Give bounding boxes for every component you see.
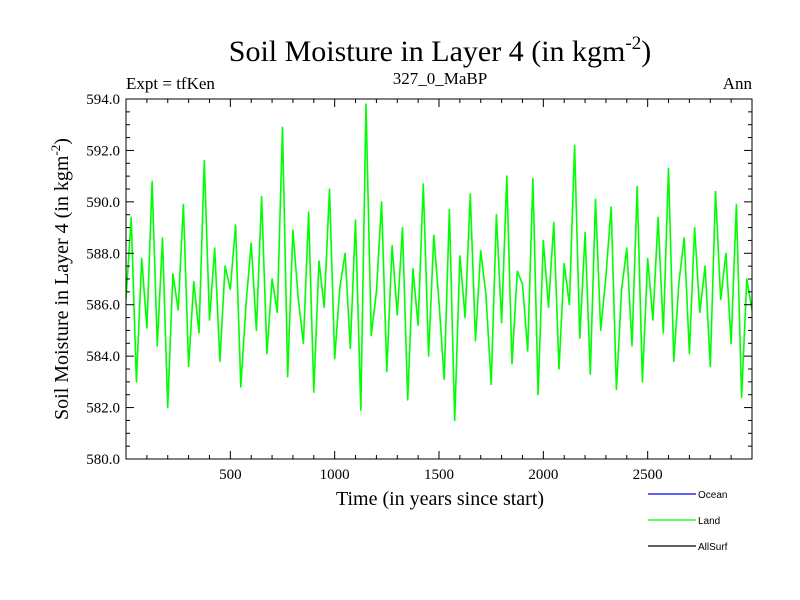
y-tick-label: 580.0 bbox=[86, 452, 120, 468]
y-axis: 580.0 582.0 584.0 586.0 588.0 590.0 592.0 594.0 bbox=[86, 92, 752, 468]
legend: Ocean Land AllSurf bbox=[648, 490, 728, 553]
y-tick-label: 594.0 bbox=[86, 92, 120, 108]
y-axis-label: Soil Moisture in Layer 4 (in kgm-2) bbox=[48, 138, 73, 420]
series-line-land bbox=[126, 103, 752, 422]
y-tick-label: 588.0 bbox=[86, 246, 120, 262]
y-tick-label: 586.0 bbox=[86, 298, 120, 314]
plot-frame bbox=[125, 98, 753, 460]
x-tick-label: 2000 bbox=[528, 467, 558, 483]
plot-area: 500 1000 1500 2000 2500 580.0 582.0 584.0 586.0… bbox=[86, 92, 753, 483]
legend-entry-land: Land bbox=[648, 516, 720, 527]
legend-label: Ocean bbox=[698, 490, 727, 501]
y-tick-label: 582.0 bbox=[86, 401, 120, 417]
x-tick-label: 1500 bbox=[424, 467, 454, 483]
legend-entry-allsurf: AllSurf bbox=[648, 542, 728, 553]
subtitle-center: 327_0_MaBP bbox=[393, 69, 487, 88]
subtitle-right: Ann bbox=[723, 74, 753, 93]
x-tick-label: 1000 bbox=[320, 467, 350, 483]
legend-label: AllSurf bbox=[698, 542, 728, 553]
x-tick-label: 2500 bbox=[633, 467, 663, 483]
y-tick-label: 584.0 bbox=[86, 349, 120, 365]
legend-entry-ocean: Ocean bbox=[648, 490, 727, 501]
chart-title: Soil Moisture in Layer 4 (in kgm-2) bbox=[229, 33, 651, 68]
x-axis-label: Time (in years since start) bbox=[336, 488, 544, 510]
x-tick-label: 500 bbox=[219, 467, 242, 483]
subtitle-left: Expt = tfKen bbox=[126, 74, 215, 93]
y-tick-label: 592.0 bbox=[86, 143, 120, 159]
series-layer bbox=[126, 103, 752, 422]
y-tick-label: 590.0 bbox=[86, 195, 120, 211]
legend-label: Land bbox=[698, 516, 720, 527]
x-axis: 500 1000 1500 2000 2500 bbox=[146, 99, 732, 483]
